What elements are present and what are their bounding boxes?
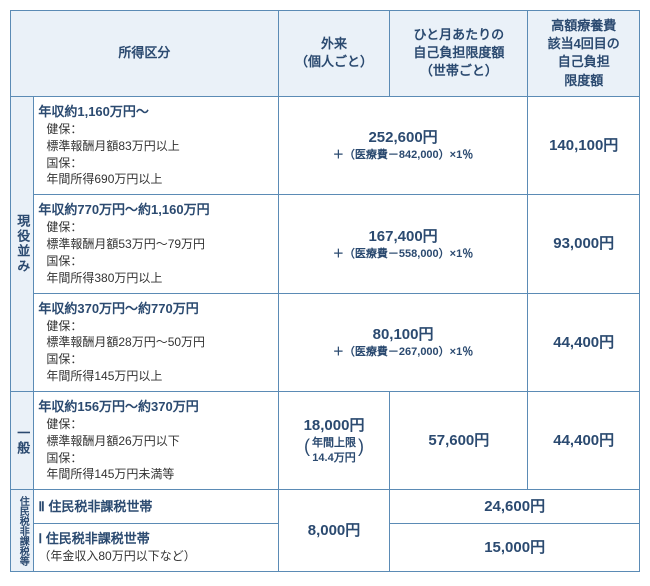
header-income: 所得区分 bbox=[11, 11, 279, 97]
row-e2-income: Ⅰ 住民税非課税世帯 （年金収入80万円以下など） bbox=[34, 524, 278, 572]
group-general: 一般 bbox=[11, 391, 34, 489]
header-high: 高額療養費 該当4回目の 自己負担 限度額 bbox=[528, 11, 640, 97]
row-e2-head: Ⅰ 住民税非課税世帯 bbox=[38, 530, 273, 548]
row-g1-sub2-label: 国保： bbox=[38, 450, 273, 467]
row-g1-high: 44,400円 bbox=[528, 391, 640, 489]
header-monthly: ひと月あたりの 自己負担限度額 （世帯ごと） bbox=[390, 11, 528, 97]
row-g1-month: 57,600円 bbox=[390, 391, 528, 489]
row-a2-sub2-label: 国保： bbox=[38, 253, 273, 270]
row-a1-sub1-label: 健保： bbox=[38, 121, 273, 138]
row-e1-month: 24,600円 bbox=[390, 490, 640, 524]
row-a2-formula: 167,400円 ＋（医療費－558,000）×1％ bbox=[278, 195, 528, 293]
row-a3-formula: 80,100円 ＋（医療費－267,000）×1％ bbox=[278, 293, 528, 391]
row-a1-sub2: 年間所得690万円以上 bbox=[38, 171, 273, 188]
row-a2-income: 年収約770万円〜約1,160万円 健保： 標準報酬月額53万円〜79万円 国保… bbox=[34, 195, 278, 293]
row-a3-income: 年収約370万円〜約770万円 健保： 標準報酬月額28万円〜50万円 国保： … bbox=[34, 293, 278, 391]
header-outpatient: 外来 （個人ごと） bbox=[278, 11, 390, 97]
row-g1-out-b: 年間上限 bbox=[312, 436, 356, 451]
row-g1-sub2: 年間所得145万円未満等 bbox=[38, 466, 273, 483]
row-g1-out-a: 18,000円 bbox=[283, 415, 386, 436]
row-g1-out-c: 14.4万円 bbox=[312, 451, 356, 466]
row-a3-sub2-label: 国保： bbox=[38, 351, 273, 368]
row-a2-sub2: 年間所得380万円以上 bbox=[38, 270, 273, 287]
income-limit-table: 所得区分 外来 （個人ごと） ひと月あたりの 自己負担限度額 （世帯ごと） 高額… bbox=[10, 10, 640, 572]
row-e2-sub: （年金収入80万円以下など） bbox=[38, 548, 273, 565]
row-g1-sub1: 標準報酬月額26万円以下 bbox=[38, 433, 273, 450]
row-a1-sub2-label: 国保： bbox=[38, 155, 273, 172]
row-a2-formula-a: 167,400円 bbox=[283, 226, 524, 247]
row-a3-formula-a: 80,100円 bbox=[283, 324, 524, 345]
row-a1-formula: 252,600円 ＋（医療費－842,000）×1％ bbox=[278, 96, 528, 194]
row-g1-out: 18,000円 ( 年間上限 14.4万円 ) bbox=[278, 391, 390, 489]
row-e-out: 8,000円 bbox=[278, 490, 390, 572]
row-a1-head: 年収約1,160万円〜 bbox=[38, 103, 273, 121]
group-exempt: 住民税非課税等 bbox=[11, 490, 34, 572]
row-a3-head: 年収約370万円〜約770万円 bbox=[38, 300, 273, 318]
row-e1-head: Ⅱ 住民税非課税世帯 bbox=[38, 498, 273, 516]
row-a2-formula-b: ＋（医療費－558,000）×1％ bbox=[283, 247, 524, 262]
row-a2-sub1: 標準報酬月額53万円〜79万円 bbox=[38, 236, 273, 253]
row-g1-income: 年収約156万円〜約370万円 健保： 標準報酬月額26万円以下 国保： 年間所… bbox=[34, 391, 278, 489]
row-a3-sub2: 年間所得145万円以上 bbox=[38, 368, 273, 385]
row-a3-formula-b: ＋（医療費－267,000）×1％ bbox=[283, 345, 524, 360]
row-g1-head: 年収約156万円〜約370万円 bbox=[38, 398, 273, 416]
row-e1-income: Ⅱ 住民税非課税世帯 bbox=[34, 490, 278, 524]
row-a3-high: 44,400円 bbox=[528, 293, 640, 391]
row-a2-head: 年収約770万円〜約1,160万円 bbox=[38, 201, 273, 219]
row-a1-sub1: 標準報酬月額83万円以上 bbox=[38, 138, 273, 155]
row-g1-sub1-label: 健保： bbox=[38, 416, 273, 433]
row-a3-sub1-label: 健保： bbox=[38, 318, 273, 335]
row-a1-high: 140,100円 bbox=[528, 96, 640, 194]
row-a1-formula-a: 252,600円 bbox=[283, 127, 524, 148]
row-a2-sub1-label: 健保： bbox=[38, 219, 273, 236]
row-a3-sub1: 標準報酬月額28万円〜50万円 bbox=[38, 334, 273, 351]
row-a2-high: 93,000円 bbox=[528, 195, 640, 293]
row-a1-income: 年収約1,160万円〜 健保： 標準報酬月額83万円以上 国保： 年間所得690… bbox=[34, 96, 278, 194]
row-e2-month: 15,000円 bbox=[390, 524, 640, 572]
group-active: 現役並み bbox=[11, 96, 34, 391]
row-a1-formula-b: ＋（医療費－842,000）×1％ bbox=[283, 148, 524, 163]
